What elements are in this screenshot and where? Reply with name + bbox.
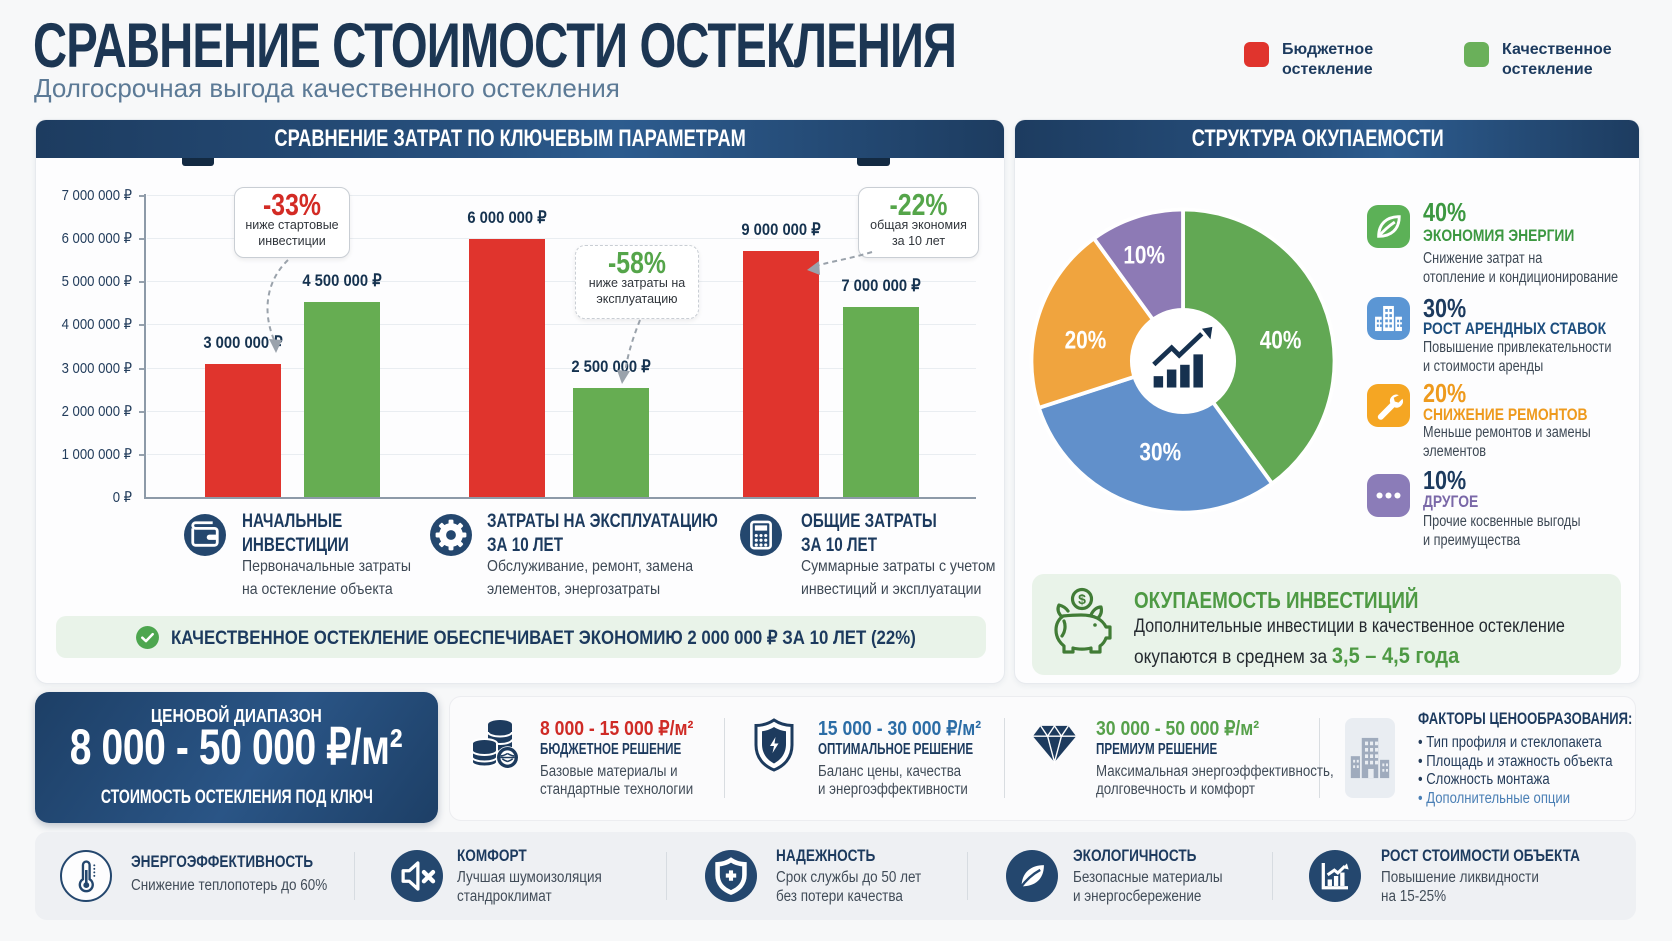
- svg-text:30%: 30%: [1139, 439, 1181, 466]
- svg-text:20%: 20%: [1065, 328, 1107, 355]
- svg-text:$: $: [1078, 591, 1086, 607]
- svg-text:40%: 40%: [1260, 328, 1302, 355]
- svg-text:10%: 10%: [1123, 242, 1165, 269]
